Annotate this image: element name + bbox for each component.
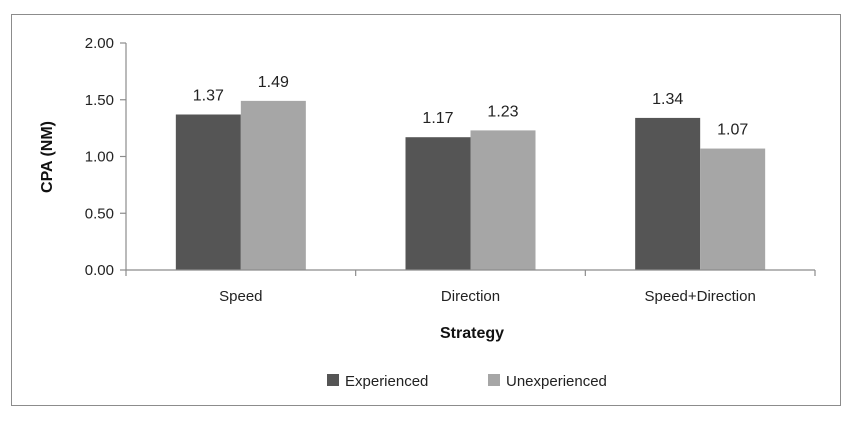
bar-experienced [635,117,701,270]
y-tick-label: 0.00 [85,262,114,279]
data-label: 1.07 [717,122,748,139]
data-label: 1.34 [652,91,683,108]
bar-experienced [175,114,241,270]
data-label: 1.37 [193,88,224,105]
bar-experienced [405,137,471,270]
x-axis-title: Strategy [440,325,504,342]
legend-swatch [488,374,500,386]
legend-label: Experienced [345,373,428,390]
x-tick-label: Speed+Direction [645,288,756,305]
y-axis-title: CPA (NM) [39,121,56,193]
bar-unexperienced [470,130,536,270]
legend: Experienced Unexperienced [327,373,607,390]
bar-unexperienced [240,100,306,270]
data-label: 1.17 [422,110,453,127]
x-axis-ticks: Speed Direction Speed+Direction [125,270,816,305]
bar-unexperienced [700,148,766,270]
legend-label: Unexperienced [506,373,607,390]
y-tick-label: 0.50 [85,205,114,222]
data-label: 1.23 [487,103,518,120]
value-labels: 1.37 1.49 1.17 1.23 1.34 1.07 [193,74,749,139]
x-tick-label: Speed [219,288,262,305]
y-axis-ticks: 0.00 0.50 1.00 1.50 2.00 [85,35,126,279]
legend-swatch [327,374,339,386]
y-tick-label: 2.00 [85,35,114,52]
bars [175,100,766,270]
data-label: 1.49 [258,74,289,91]
x-tick-label: Direction [441,288,500,305]
y-tick-label: 1.50 [85,92,114,109]
y-tick-label: 1.00 [85,149,114,166]
